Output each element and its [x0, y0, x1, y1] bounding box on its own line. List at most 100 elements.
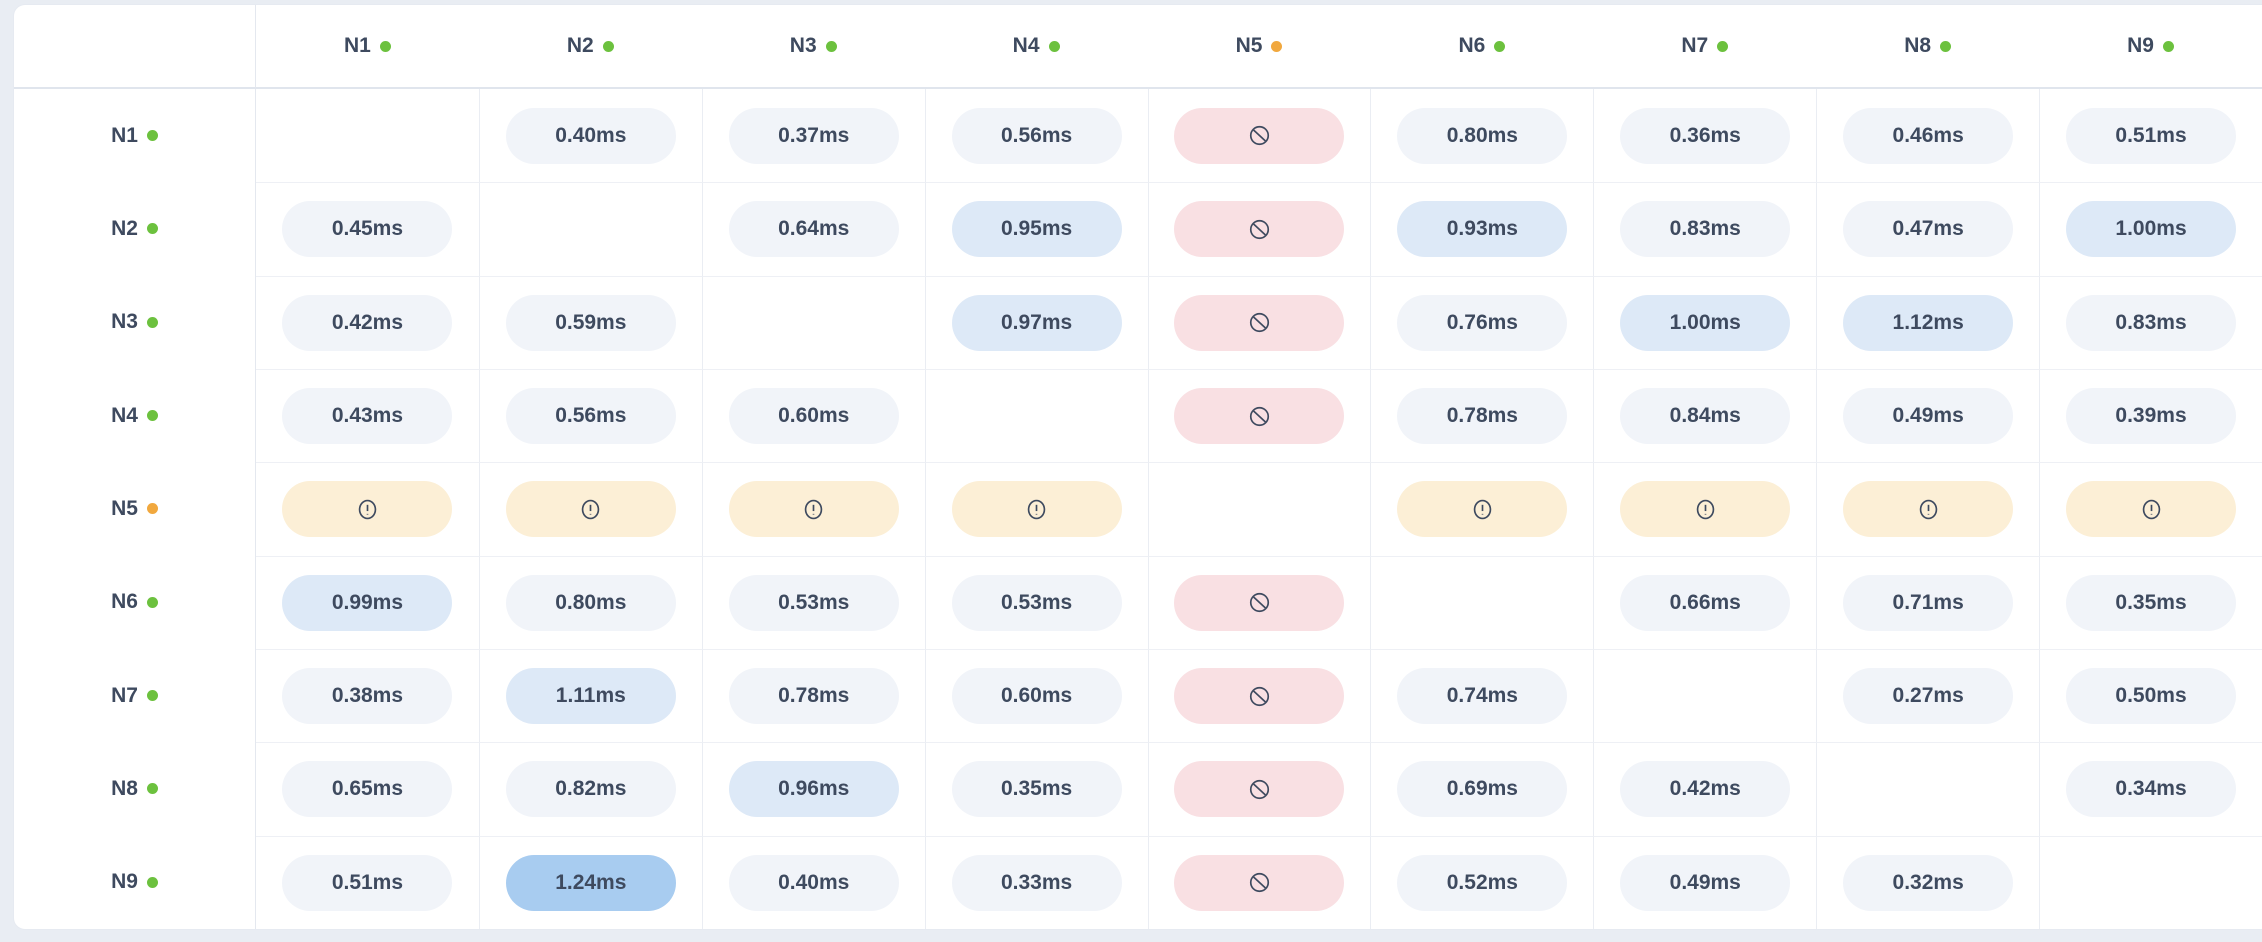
latency-pill[interactable]: 0.71ms: [1843, 574, 2014, 631]
warning-pill[interactable]: [1397, 481, 1568, 538]
latency-pill[interactable]: 0.35ms: [951, 761, 1122, 818]
matrix-cell-n6-n1: 0.99ms: [256, 555, 479, 649]
latency-pill[interactable]: 1.24ms: [505, 854, 676, 911]
latency-pill[interactable]: 0.56ms: [505, 388, 676, 445]
latency-pill[interactable]: 0.83ms: [2066, 294, 2237, 351]
latency-pill[interactable]: 0.42ms: [282, 294, 453, 351]
blocked-pill[interactable]: [1174, 107, 1345, 164]
latency-pill[interactable]: 0.43ms: [282, 388, 453, 445]
matrix-cell-n9-n9: [2039, 835, 2262, 929]
latency-pill[interactable]: 0.59ms: [505, 294, 676, 351]
latency-pill[interactable]: 0.66ms: [1620, 574, 1791, 631]
no-entry-icon: [1249, 779, 1270, 800]
latency-pill[interactable]: 0.34ms: [2066, 761, 2237, 818]
latency-pill[interactable]: 0.60ms: [951, 668, 1122, 725]
warning-pill[interactable]: [1620, 481, 1791, 538]
matrix-cell-n4-n2: 0.56ms: [478, 369, 702, 463]
warning-pill[interactable]: [282, 481, 453, 538]
latency-pill[interactable]: 0.78ms: [728, 668, 899, 725]
latency-pill[interactable]: 0.76ms: [1397, 294, 1568, 351]
status-dot-online: [146, 690, 158, 702]
matrix-cell-n1-n6: 0.80ms: [1370, 89, 1593, 183]
latency-pill[interactable]: 0.99ms: [282, 574, 453, 631]
latency-pill[interactable]: 0.60ms: [728, 388, 899, 445]
latency-pill[interactable]: 0.93ms: [1397, 201, 1568, 258]
blocked-pill[interactable]: [1174, 201, 1345, 258]
latency-pill[interactable]: 0.35ms: [2066, 574, 2237, 631]
latency-pill[interactable]: 0.65ms: [282, 761, 453, 818]
status-dot-online: [825, 40, 837, 52]
latency-pill[interactable]: 0.33ms: [951, 854, 1122, 911]
latency-pill[interactable]: 0.40ms: [505, 107, 676, 164]
latency-pill[interactable]: 0.95ms: [951, 201, 1122, 258]
alert-icon: [1473, 499, 1492, 520]
latency-pill[interactable]: 0.80ms: [505, 574, 676, 631]
blocked-pill[interactable]: [1174, 294, 1345, 351]
latency-pill[interactable]: 0.53ms: [951, 574, 1122, 631]
no-entry-icon: [1249, 126, 1270, 146]
latency-pill[interactable]: 0.74ms: [1397, 668, 1568, 725]
warning-pill[interactable]: [505, 481, 676, 538]
warning-pill[interactable]: [728, 481, 899, 538]
latency-pill[interactable]: 0.46ms: [1843, 107, 2014, 164]
blocked-pill[interactable]: [1174, 574, 1345, 631]
matrix-cell-n9-n2: 1.24ms: [478, 835, 702, 929]
column-header-n4: N4: [924, 5, 1148, 89]
latency-pill[interactable]: 0.50ms: [2066, 668, 2237, 725]
latency-pill[interactable]: 0.27ms: [1843, 668, 2014, 725]
latency-pill[interactable]: 0.84ms: [1620, 388, 1791, 445]
row-header-label: N2: [111, 216, 138, 240]
matrix-cell-n9-n4: 0.33ms: [924, 835, 1148, 929]
latency-pill[interactable]: 0.39ms: [2066, 388, 2237, 445]
latency-pill[interactable]: 0.53ms: [728, 574, 899, 631]
status-dot-online: [146, 410, 158, 422]
blocked-pill[interactable]: [1174, 668, 1345, 725]
column-header-label: N9: [2127, 34, 2154, 57]
matrix-cell-n5-n1: [256, 462, 479, 555]
latency-pill[interactable]: 0.38ms: [282, 668, 453, 725]
matrix-cell-n7-n1: 0.38ms: [256, 649, 479, 742]
latency-pill[interactable]: 0.96ms: [728, 761, 899, 818]
latency-pill[interactable]: 0.37ms: [728, 107, 899, 164]
latency-pill[interactable]: 1.00ms: [1620, 294, 1791, 351]
latency-pill[interactable]: 0.82ms: [505, 761, 676, 818]
blocked-pill[interactable]: [1174, 388, 1345, 445]
latency-pill[interactable]: 1.12ms: [1843, 294, 2014, 351]
warning-pill[interactable]: [2066, 481, 2237, 538]
latency-pill[interactable]: 0.36ms: [1620, 107, 1791, 164]
row-header-label: N4: [111, 403, 138, 427]
latency-pill[interactable]: 0.40ms: [728, 854, 899, 911]
latency-pill[interactable]: 0.51ms: [282, 854, 453, 911]
status-dot-online: [146, 876, 158, 888]
status-dot-online: [1717, 40, 1729, 52]
matrix-cell-n3-n2: 0.59ms: [478, 275, 702, 369]
latency-pill[interactable]: 0.83ms: [1620, 201, 1791, 258]
latency-pill[interactable]: 0.42ms: [1620, 761, 1791, 818]
latency-pill[interactable]: 0.64ms: [728, 201, 899, 258]
latency-pill[interactable]: 0.97ms: [951, 294, 1122, 351]
matrix-cell-n3-n9: 0.83ms: [2039, 275, 2262, 369]
status-dot-online: [146, 223, 158, 235]
alert-icon: [2142, 499, 2160, 520]
row-header-label: N8: [111, 776, 138, 800]
matrix-cell-n7-n5: [1147, 649, 1371, 743]
blocked-pill[interactable]: [1174, 854, 1345, 911]
warning-pill[interactable]: [951, 481, 1122, 538]
latency-pill[interactable]: 0.49ms: [1620, 854, 1791, 911]
latency-pill[interactable]: 0.32ms: [1843, 854, 2014, 911]
latency-pill[interactable]: 1.11ms: [505, 668, 676, 725]
latency-pill[interactable]: 0.78ms: [1397, 388, 1568, 445]
latency-pill[interactable]: 1.00ms: [2066, 201, 2237, 258]
latency-pill[interactable]: 0.45ms: [282, 201, 453, 258]
blocked-pill[interactable]: [1174, 761, 1345, 818]
column-header-n8: N8: [1816, 5, 2040, 89]
warning-pill[interactable]: [1843, 481, 2014, 538]
latency-pill[interactable]: 0.51ms: [2066, 107, 2237, 164]
latency-pill[interactable]: 0.69ms: [1397, 761, 1568, 818]
latency-pill[interactable]: 0.47ms: [1843, 201, 2014, 258]
latency-pill[interactable]: 0.49ms: [1843, 388, 2014, 445]
latency-pill[interactable]: 0.52ms: [1397, 854, 1568, 911]
latency-pill[interactable]: 0.56ms: [951, 107, 1122, 164]
status-dot-online: [379, 40, 391, 52]
latency-pill[interactable]: 0.80ms: [1397, 107, 1568, 164]
